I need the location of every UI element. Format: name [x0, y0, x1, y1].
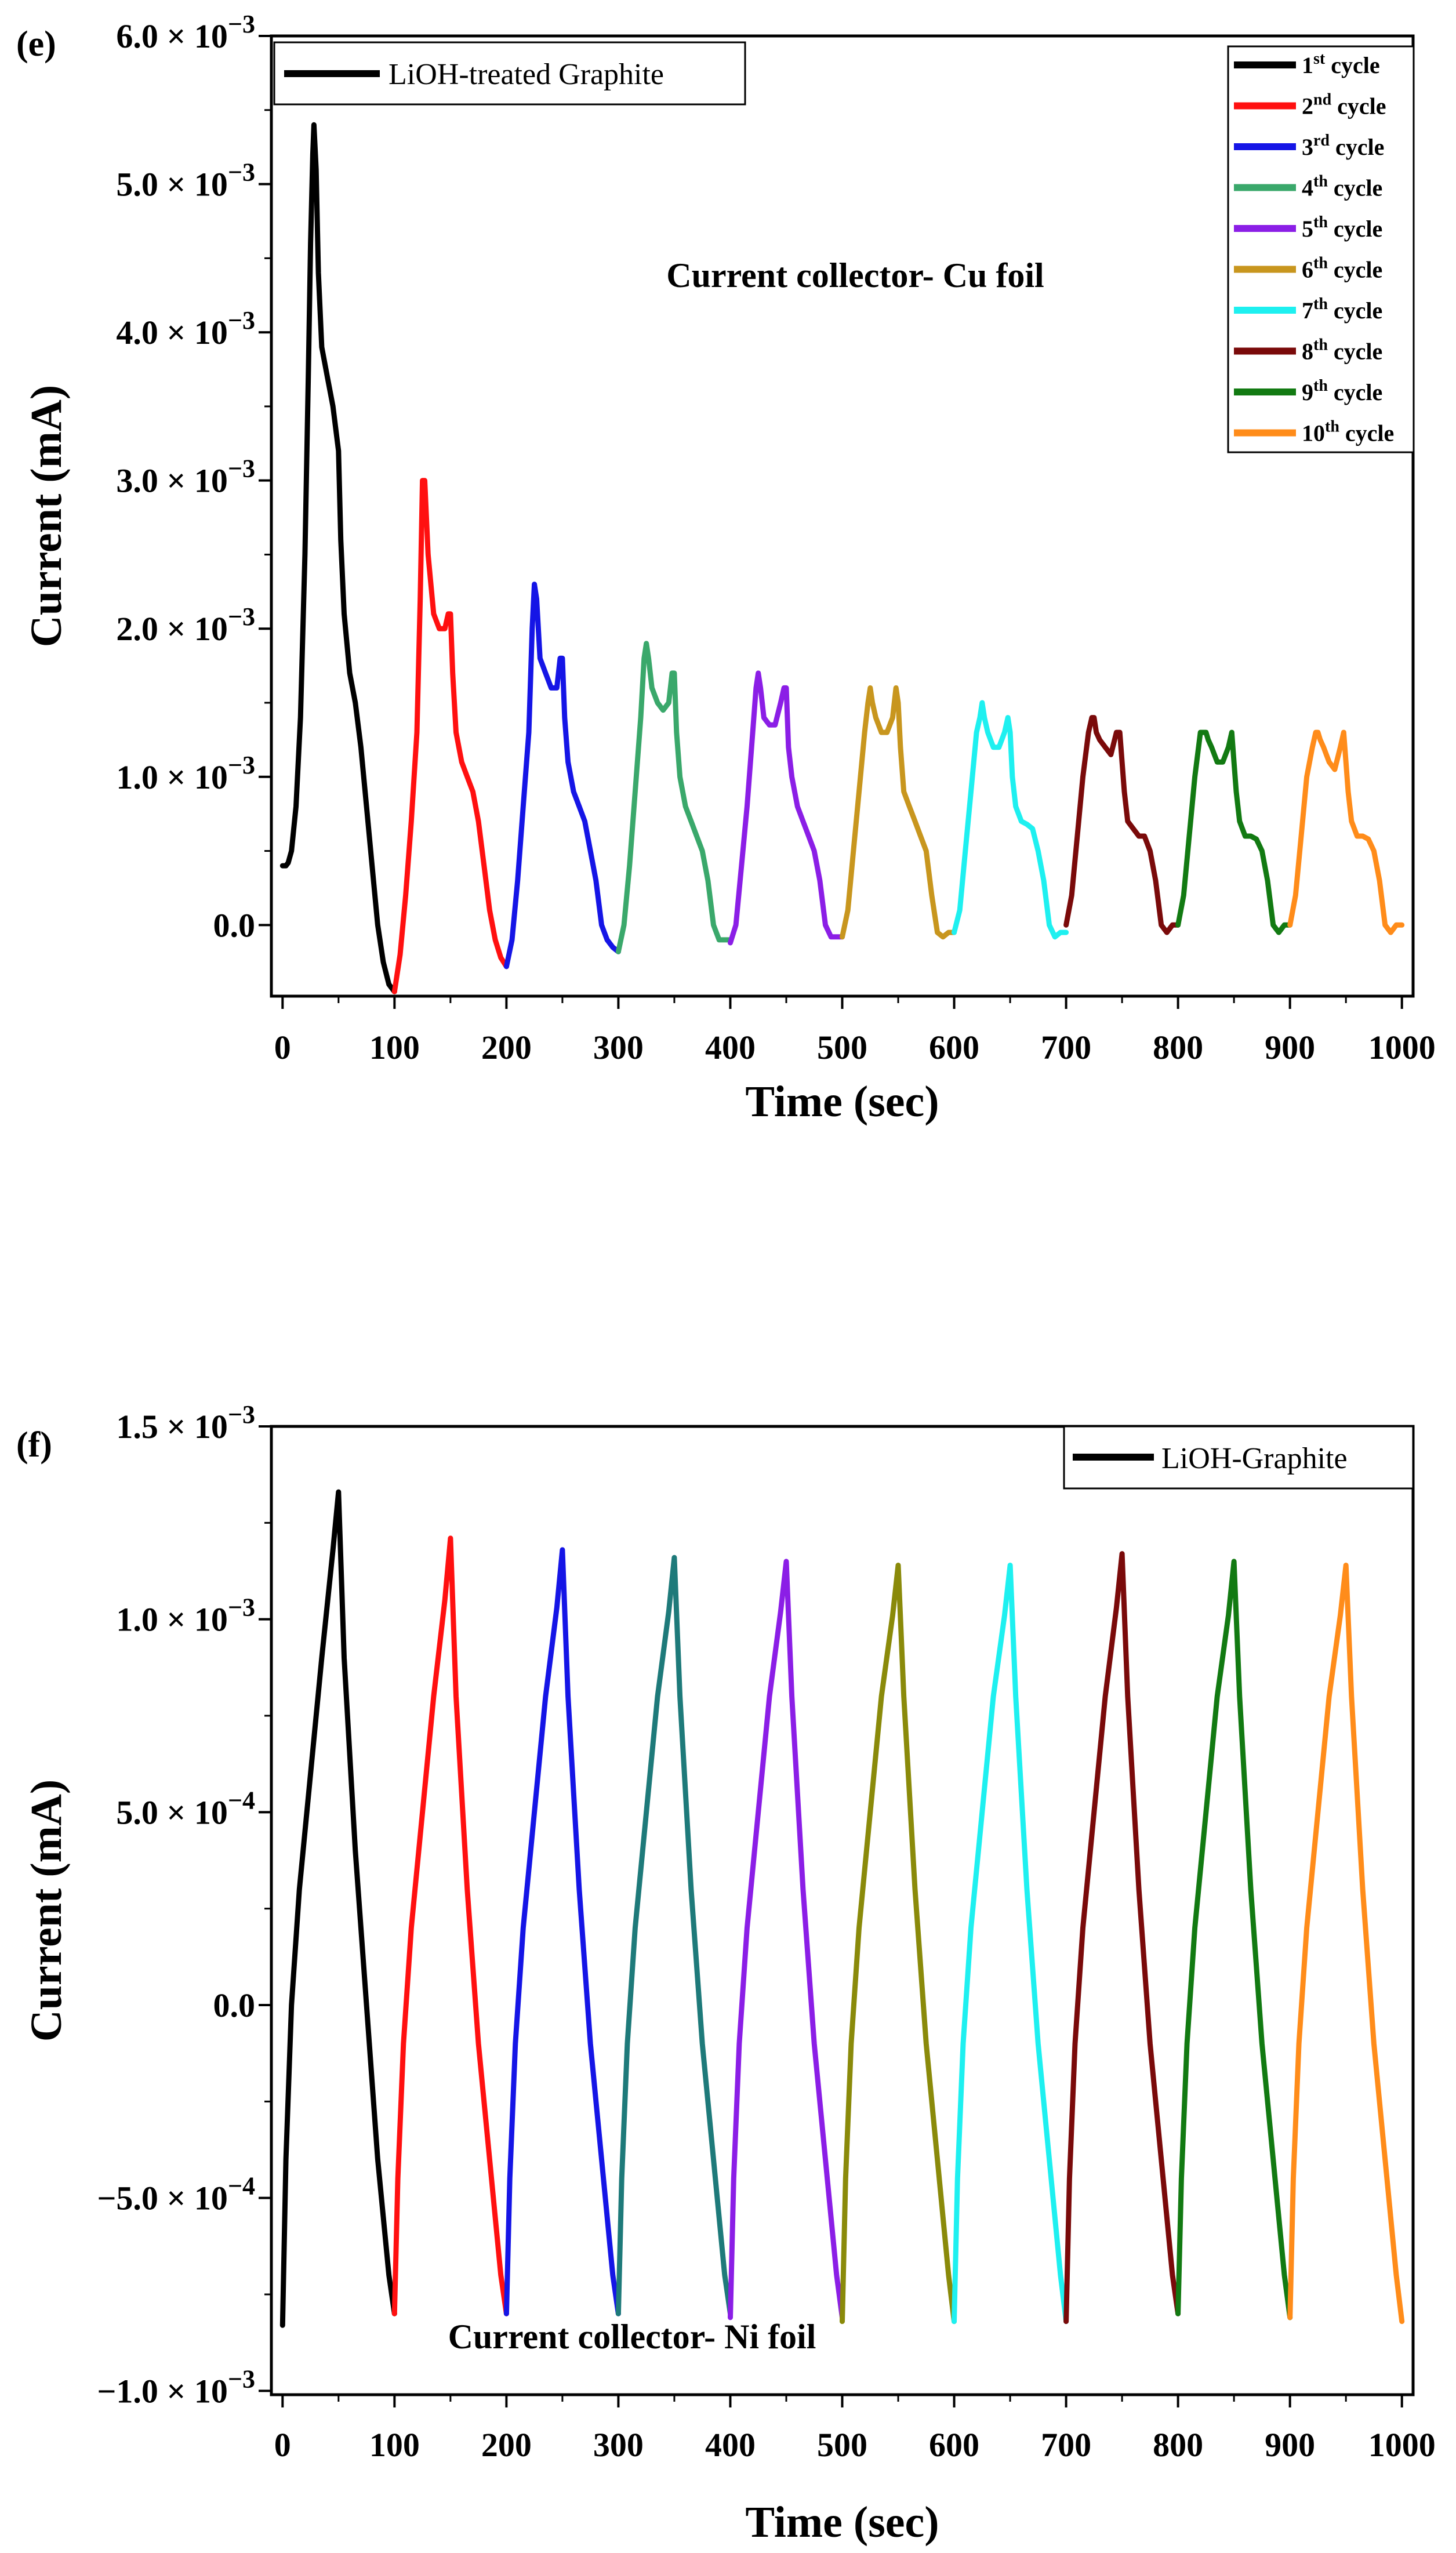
series-line [952, 700, 1069, 940]
legend-main-text-e: LiOH-treated Graphite [388, 58, 664, 91]
x-tick-label: 600 [929, 1029, 979, 1066]
y-tick-labels-e: 0.0 1.0 × 10−3 2.0 × 10−3 3.0 × 10−3 4.0 × 1… [116, 10, 255, 944]
x-tick-label: 600 [929, 2426, 979, 2464]
series-lines-f [279, 1489, 1405, 2328]
x-tick-labels-e: 0 100 200 300 400 500 600 700 800 900 1000 [274, 1029, 1436, 1066]
series-line [391, 1535, 509, 2316]
x-tick-label: 900 [1265, 1029, 1315, 1066]
x-tick-label: 700 [1041, 1029, 1091, 1066]
series-line [615, 1555, 733, 2316]
annotation-e: Current collector- Cu foil [666, 256, 1044, 295]
series-line [391, 478, 509, 994]
series-line [279, 1489, 397, 2328]
series-line [728, 670, 845, 946]
legend-entry: 4th cycle [1302, 173, 1382, 201]
series-line [1175, 1559, 1293, 2320]
x-tick-label: 700 [1041, 2426, 1091, 2464]
legend-entry: 2nd cycle [1302, 91, 1386, 119]
x-axis-title-f: Time (sec) [745, 2498, 939, 2547]
axis-ticks-f [259, 1425, 1403, 2407]
y-tick-label: 5.0 × 10−3 [116, 158, 255, 204]
series-line [952, 1563, 1069, 2325]
legend-cycles-e: 1st cycle 2nd cycle 3rd cycle 4th cycle 5th … [1227, 45, 1415, 453]
axis-ticks-e [259, 35, 1403, 1009]
panel-e-chart: (e) 0.0 1.0 × 10−3 2.0 × 10−3 3.0 × 10−3 4.0… [16, 10, 1436, 1126]
x-tick-labels-f: 0 100 200 300 400 500 600 700 800 900 1000 [274, 2426, 1436, 2464]
legend-entry: 7th cycle [1302, 295, 1382, 324]
y-tick-label: −1.0 × 10−3 [97, 2365, 255, 2410]
x-tick-label: 300 [593, 2426, 644, 2464]
x-tick-label: 100 [369, 2426, 420, 2464]
y-tick-label: 3.0 × 10−3 [116, 455, 255, 500]
y-axis-title-e: Current (mA) [22, 385, 71, 647]
legend-entry: 5th cycle [1302, 213, 1382, 242]
series-line [1063, 715, 1181, 935]
x-tick-label: 0 [274, 1029, 291, 1066]
series-lines-e [279, 122, 1405, 994]
legend-main-f: LiOH-Graphite [1063, 1425, 1414, 1490]
x-tick-label: 400 [705, 2426, 756, 2464]
x-tick-label: 800 [1153, 1029, 1203, 1066]
x-tick-label: 200 [481, 1029, 532, 1066]
series-line [279, 122, 397, 994]
y-axis-title-f: Current (mA) [22, 1780, 71, 2042]
y-tick-label: 2.0 × 10−3 [116, 602, 255, 648]
annotation-f: Current collector- Ni foil [448, 2318, 816, 2356]
x-tick-label: 1000 [1368, 2426, 1436, 2464]
panel-label-f: (f) [16, 1425, 52, 1465]
legend-entry: 10th cycle [1302, 418, 1394, 446]
x-tick-label: 500 [817, 2426, 867, 2464]
x-tick-label: 800 [1153, 2426, 1203, 2464]
y-tick-labels-f: −1.0 × 10−3 −5.0 × 10−4 0.0 5.0 × 10−4 1.0 ×… [97, 1400, 255, 2410]
legend-entry: 1st cycle [1302, 50, 1380, 78]
y-tick-label: 6.0 × 10−3 [116, 10, 255, 55]
legend-cycles-box-e [1227, 45, 1415, 453]
legend-entry: 8th cycle [1302, 336, 1382, 365]
x-tick-label: 900 [1265, 2426, 1315, 2464]
series-line [615, 641, 733, 954]
y-tick-label: 0.0 [213, 1987, 256, 2024]
series-line [840, 685, 957, 940]
legend-entry: 9th cycle [1302, 377, 1382, 405]
x-tick-label: 500 [817, 1029, 867, 1066]
series-line [1175, 729, 1293, 935]
x-tick-label: 100 [369, 1029, 420, 1066]
y-tick-label: 1.5 × 10−3 [116, 1400, 255, 1446]
series-line [1287, 1563, 1405, 2325]
series-line [503, 1547, 621, 2316]
series-line [1063, 1551, 1181, 2325]
x-tick-label: 0 [274, 2426, 291, 2464]
x-axis-title-e: Time (sec) [745, 1077, 939, 1126]
legend-main-e: LiOH-treated Graphite [273, 41, 746, 106]
x-tick-label: 200 [481, 2426, 532, 2464]
legend-main-text-f: LiOH-Graphite [1161, 1442, 1348, 1475]
y-tick-label: 0.0 [213, 906, 256, 944]
series-line [1287, 729, 1405, 935]
panel-f-chart: (f) −1.0 × 10−3 −5.0 × 10−4 0.0 5.0 × 10−4 1… [16, 1400, 1436, 2547]
x-tick-label: 300 [593, 1029, 644, 1066]
y-tick-label: 5.0 × 10−4 [116, 1786, 255, 1831]
y-tick-label: 1.0 × 10−3 [116, 1593, 255, 1639]
series-line [840, 1563, 957, 2325]
y-tick-label: 4.0 × 10−3 [116, 306, 255, 351]
x-tick-label: 400 [705, 1029, 756, 1066]
y-tick-label: −5.0 × 10−4 [97, 2172, 255, 2217]
series-line [503, 582, 621, 969]
legend-entry: 3rd cycle [1302, 132, 1384, 160]
x-tick-label: 1000 [1368, 1029, 1436, 1066]
panel-label-e: (e) [16, 24, 56, 64]
y-tick-label: 1.0 × 10−3 [116, 751, 255, 796]
legend-entry: 6th cycle [1302, 255, 1382, 283]
series-line [728, 1559, 845, 2320]
